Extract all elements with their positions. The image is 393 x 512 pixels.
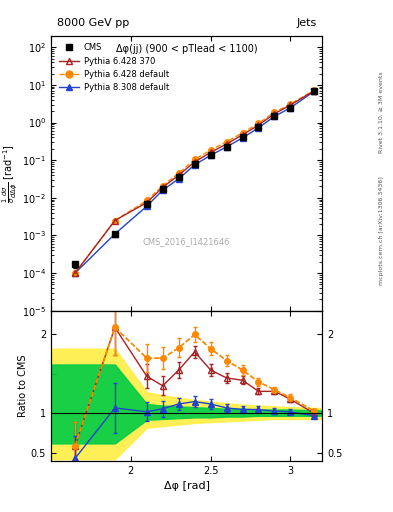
Text: CMS_2016_I1421646: CMS_2016_I1421646	[143, 238, 230, 247]
Text: Rivet 3.1.10, ≥ 3M events: Rivet 3.1.10, ≥ 3M events	[379, 72, 384, 154]
Legend: CMS, Pythia 6.428 370, Pythia 6.428 default, Pythia 8.308 default: CMS, Pythia 6.428 370, Pythia 6.428 defa…	[55, 40, 172, 95]
Y-axis label: $\frac{1}{\sigma}\frac{d\sigma}{d\Delta\phi}$ [rad$^{-1}$]: $\frac{1}{\sigma}\frac{d\sigma}{d\Delta\…	[0, 144, 19, 203]
Text: mcplots.cern.ch [arXiv:1306.3436]: mcplots.cern.ch [arXiv:1306.3436]	[379, 176, 384, 285]
X-axis label: Δφ [rad]: Δφ [rad]	[163, 481, 210, 491]
Text: 8000 GeV pp: 8000 GeV pp	[57, 17, 129, 28]
Text: Δφ(jj) (900 < pTlead < 1100): Δφ(jj) (900 < pTlead < 1100)	[116, 44, 257, 54]
Text: Jets: Jets	[297, 17, 317, 28]
Y-axis label: Ratio to CMS: Ratio to CMS	[18, 354, 28, 417]
